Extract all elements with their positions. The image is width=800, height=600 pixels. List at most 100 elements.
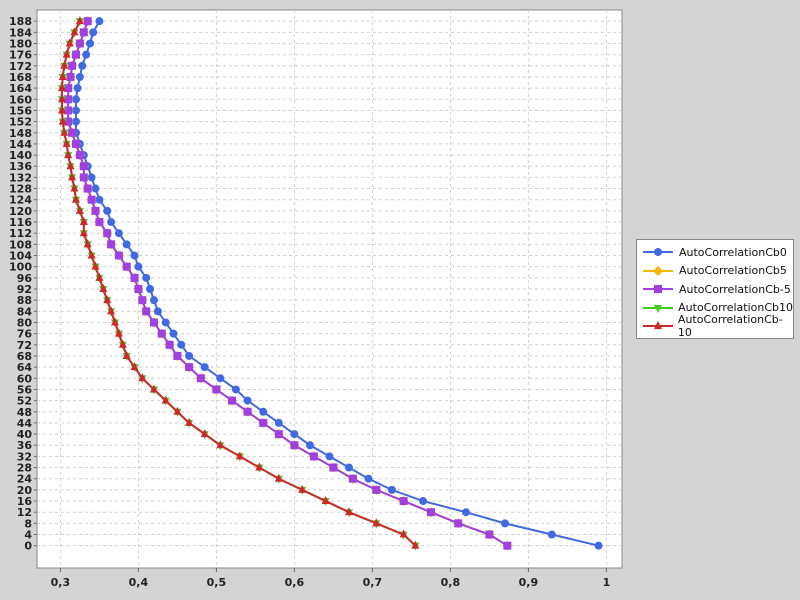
data-point: [173, 351, 182, 360]
data-point: [87, 195, 96, 204]
data-point: [114, 251, 123, 260]
data-point: [107, 306, 116, 315]
data-point: [290, 441, 299, 450]
data-point: [165, 340, 174, 349]
y-tick-label: 96: [17, 272, 33, 285]
y-tick-label: 48: [17, 406, 32, 419]
data-point: [62, 49, 71, 58]
y-tick-label: 24: [17, 473, 33, 486]
legend-marker: [653, 265, 663, 276]
series-2: [64, 17, 512, 550]
data-point: [298, 484, 307, 493]
data-point: [75, 205, 84, 214]
data-point: [83, 239, 92, 248]
data-point: [114, 229, 123, 238]
data-point: [134, 285, 143, 293]
data-point: [64, 106, 73, 115]
data-point: [454, 519, 463, 528]
data-point: [66, 72, 75, 81]
legend-marker: [654, 285, 662, 294]
data-point: [64, 117, 73, 126]
data-point: [142, 307, 151, 316]
x-tick-label: 0,8: [441, 576, 461, 589]
data-point: [122, 350, 131, 359]
data-point: [274, 430, 283, 439]
data-point: [290, 430, 299, 439]
data-point: [122, 262, 131, 271]
data-point: [103, 229, 112, 238]
y-tick-label: 72: [17, 339, 32, 352]
y-tick-label: 56: [17, 383, 33, 396]
data-point: [185, 351, 194, 360]
legend-marker: [654, 248, 662, 257]
data-point: [103, 295, 112, 304]
y-tick-label: 124: [9, 194, 32, 207]
data-point: [58, 71, 67, 80]
data-point: [243, 407, 252, 416]
data-point: [72, 50, 80, 59]
y-tick-label: 80: [17, 316, 33, 329]
data-point: [231, 385, 240, 394]
data-point: [150, 384, 158, 393]
y-tick-label: 100: [9, 261, 32, 274]
data-point: [150, 318, 158, 327]
legend-swatch: [643, 265, 673, 276]
y-tick-label: 88: [17, 294, 32, 307]
y-tick-label: 108: [9, 238, 32, 251]
data-point: [259, 407, 268, 416]
y-tick-label: 104: [9, 250, 32, 263]
data-point: [216, 374, 225, 383]
data-point: [161, 318, 170, 327]
data-point: [103, 206, 112, 215]
data-point: [79, 28, 88, 37]
data-point: [216, 440, 225, 449]
data-point: [57, 105, 66, 114]
data-point: [79, 217, 88, 226]
data-point: [138, 296, 147, 305]
data-point: [75, 151, 84, 160]
data-point: [348, 474, 357, 483]
y-tick-label: 144: [9, 138, 32, 151]
data-point: [57, 83, 66, 92]
y-tick-label: 140: [9, 149, 32, 162]
data-point: [200, 363, 209, 372]
legend-marker: [654, 304, 662, 313]
y-tick-label: 172: [9, 60, 32, 73]
data-point: [95, 17, 104, 26]
data-point: [87, 250, 96, 259]
data-point: [274, 418, 283, 427]
data-point: [114, 328, 123, 337]
data-point: [95, 218, 104, 227]
data-point: [345, 507, 353, 516]
data-point: [399, 497, 408, 506]
data-point: [309, 452, 318, 461]
data-point: [72, 95, 80, 104]
y-tick-label: 84: [17, 305, 33, 318]
series-4: [57, 16, 420, 549]
data-point: [78, 61, 87, 70]
data-point: [107, 240, 116, 249]
x-tick-label: 1: [603, 576, 611, 589]
data-point: [122, 240, 131, 249]
data-point: [169, 329, 178, 338]
y-tick-label: 160: [9, 93, 32, 106]
data-point: [58, 116, 67, 125]
data-point: [462, 508, 470, 517]
y-tick-label: 92: [17, 283, 32, 296]
data-point: [68, 61, 77, 70]
data-point: [111, 317, 119, 326]
legend-label: AutoCorrelationCb-5: [679, 282, 791, 296]
y-tick-label: 112: [9, 227, 32, 240]
data-point: [228, 396, 236, 405]
y-tick-label: 148: [9, 127, 32, 140]
legend-swatch: [643, 248, 673, 257]
y-tick-label: 136: [9, 160, 32, 173]
data-point: [70, 183, 79, 192]
data-point: [95, 272, 104, 281]
legend-swatch: [643, 321, 673, 330]
y-tick-label: 44: [17, 417, 33, 430]
data-point: [547, 530, 556, 539]
y-tick-label: 116: [9, 216, 32, 229]
x-tick-label: 0,5: [207, 576, 227, 589]
